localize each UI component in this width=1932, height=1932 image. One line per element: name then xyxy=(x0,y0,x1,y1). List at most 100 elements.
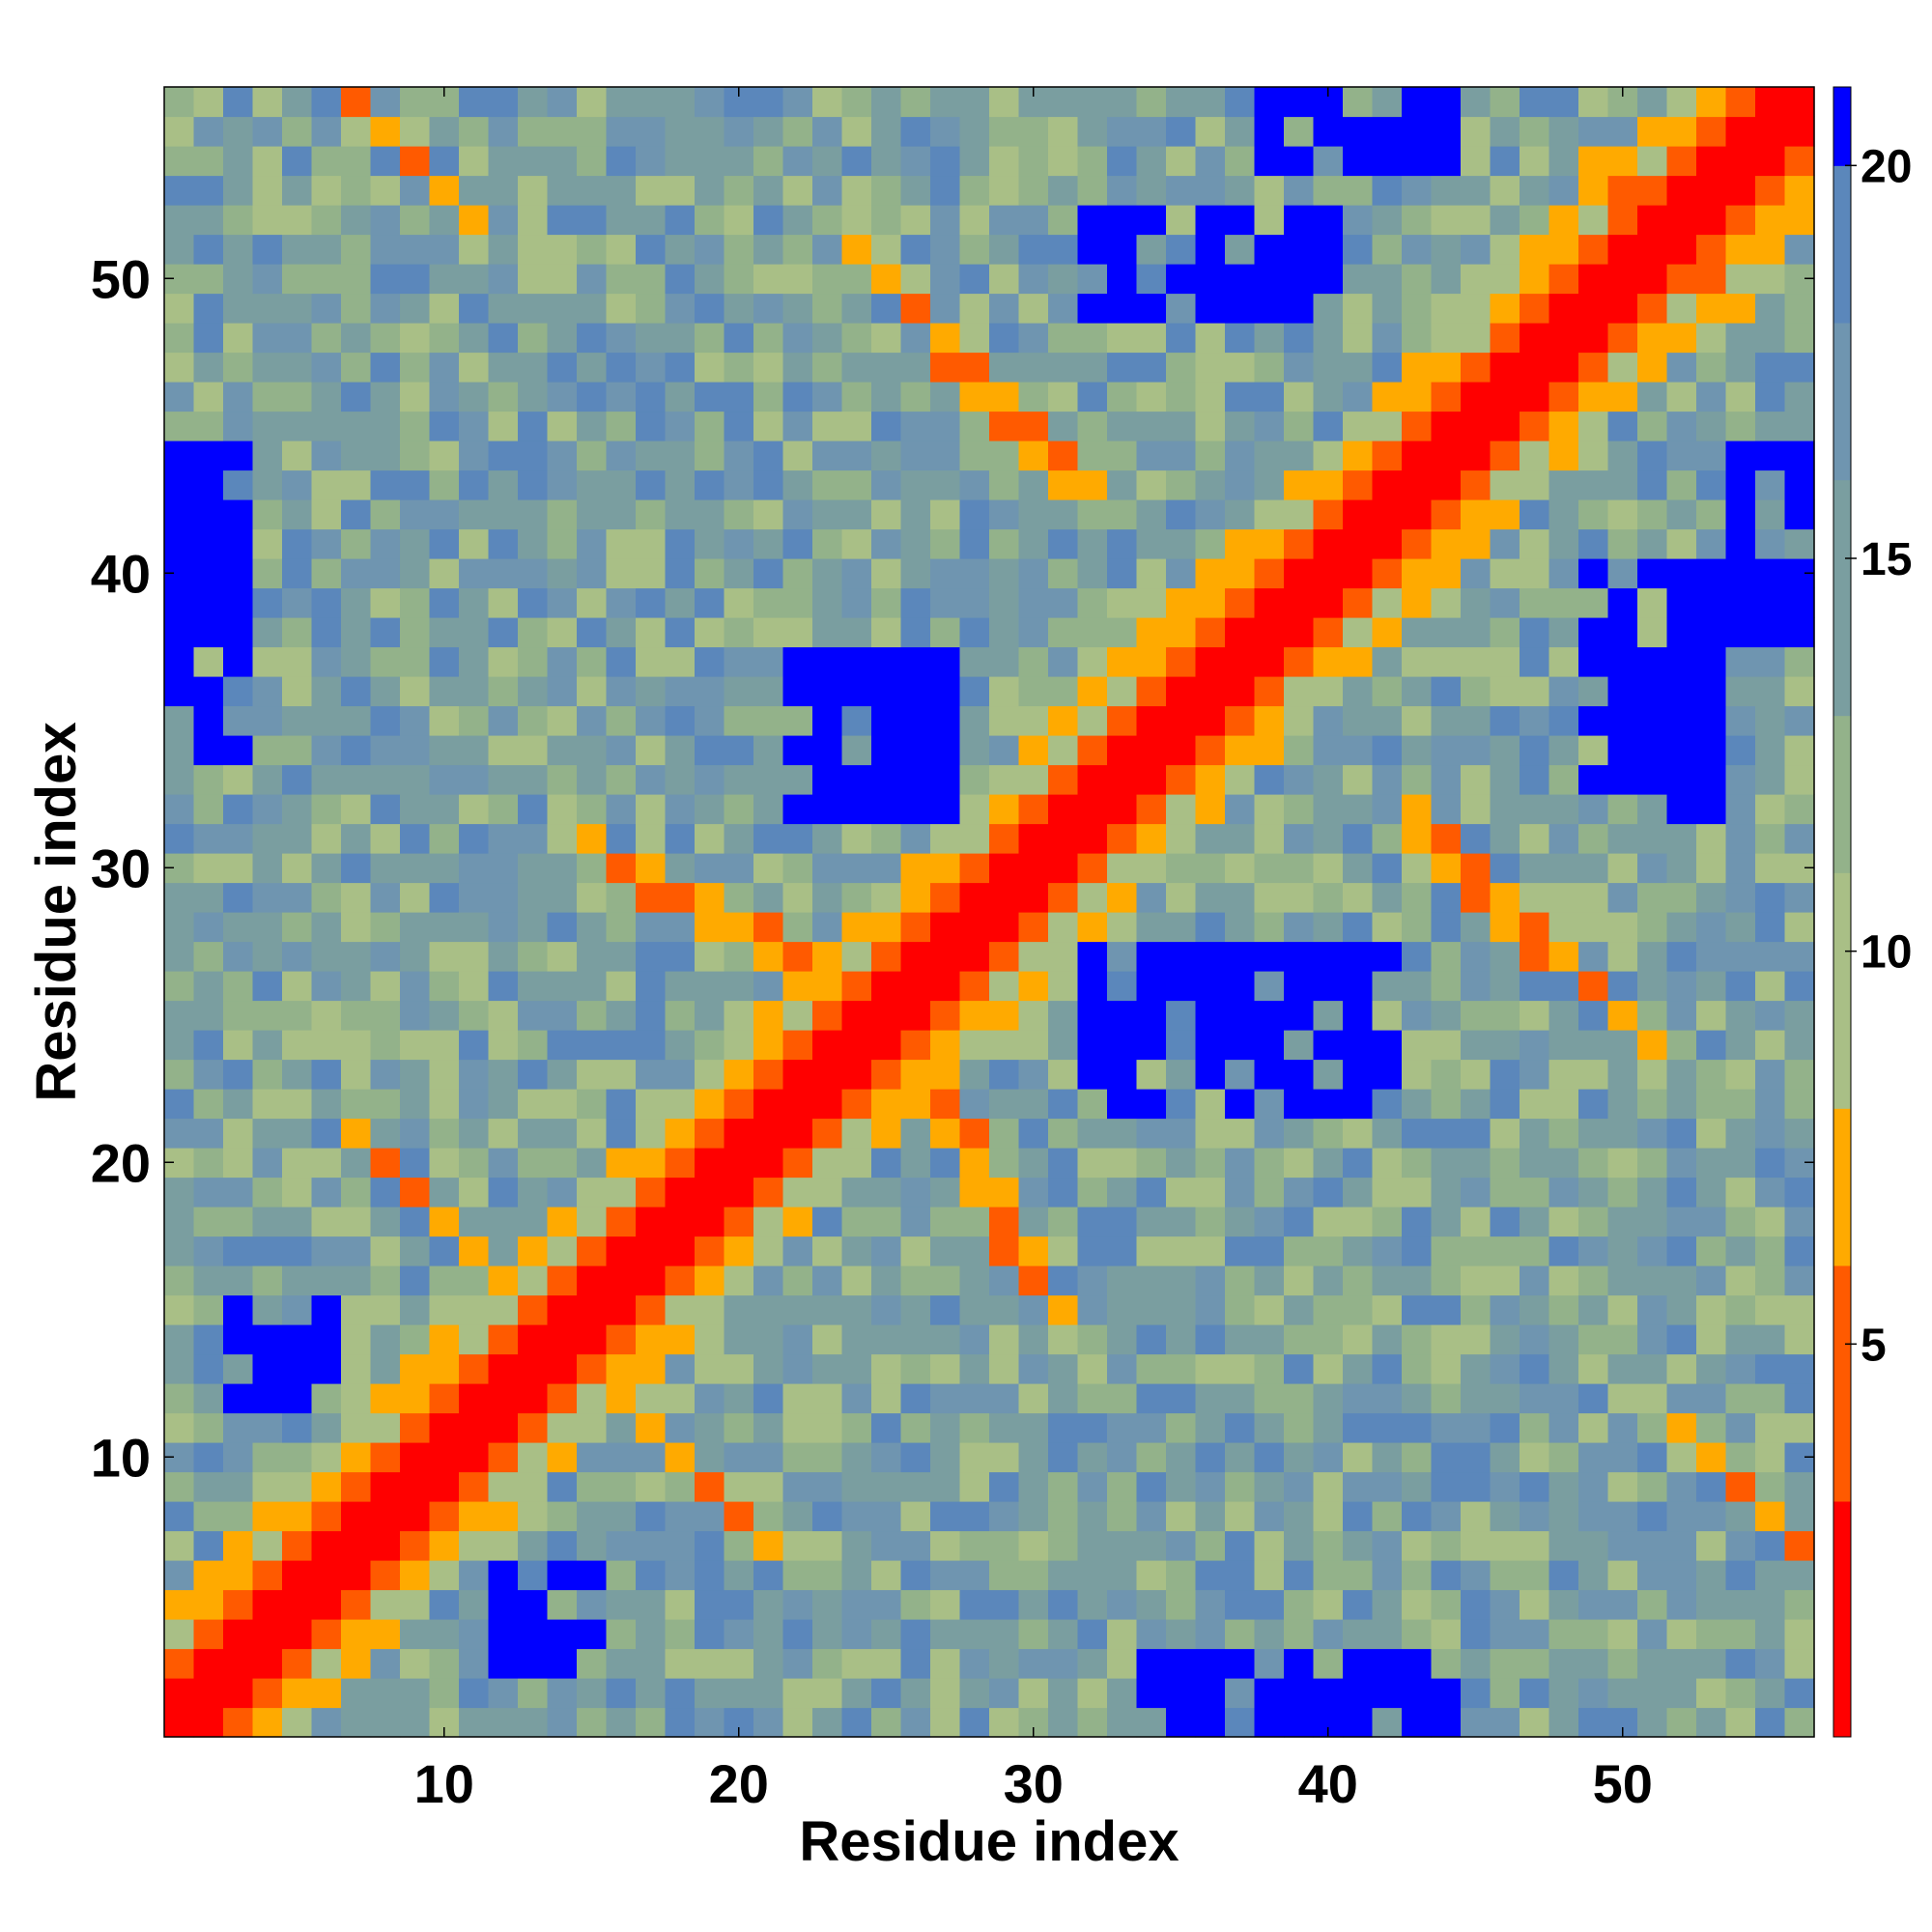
heatmap-cell xyxy=(459,205,490,236)
y-tick-label: 30 xyxy=(91,838,151,898)
heatmap-cell xyxy=(1666,1648,1697,1679)
heatmap-cell xyxy=(370,352,401,383)
heatmap-cell xyxy=(1225,1118,1256,1149)
heatmap-cell xyxy=(1607,440,1638,471)
heatmap-cell xyxy=(488,617,519,648)
heatmap-cell xyxy=(459,1530,490,1561)
heatmap-cell xyxy=(1254,823,1285,854)
heatmap-cell xyxy=(459,1177,490,1208)
heatmap-cell xyxy=(1254,293,1285,324)
heatmap-cell xyxy=(1166,469,1197,500)
heatmap-cell xyxy=(252,264,283,295)
heatmap-cell xyxy=(1107,1471,1138,1502)
heatmap-cell xyxy=(1637,1000,1668,1031)
heatmap-cell xyxy=(1166,1619,1197,1650)
heatmap-cell xyxy=(1490,1412,1520,1443)
heatmap-cell xyxy=(1195,234,1226,265)
heatmap-cell xyxy=(1461,1294,1492,1325)
heatmap-cell xyxy=(1725,941,1756,972)
heatmap-cell xyxy=(1607,264,1638,295)
heatmap-cell xyxy=(341,676,372,707)
heatmap-cell xyxy=(518,1619,549,1650)
heatmap-cell xyxy=(1107,116,1138,147)
heatmap-cell xyxy=(341,234,372,265)
heatmap-cell xyxy=(429,646,460,677)
heatmap-cell xyxy=(429,941,460,972)
heatmap-cell xyxy=(1136,323,1167,354)
heatmap-cell xyxy=(577,499,608,530)
heatmap-cell xyxy=(753,971,784,1002)
heatmap-cell xyxy=(1372,1442,1403,1473)
heatmap-cell xyxy=(695,1589,725,1620)
heatmap-cell xyxy=(959,1678,990,1709)
heatmap-cell xyxy=(1755,528,1786,559)
heatmap-cell xyxy=(1637,1118,1668,1149)
heatmap-cell xyxy=(959,1412,990,1443)
heatmap-cell xyxy=(871,1118,902,1149)
heatmap-cell xyxy=(1225,882,1256,913)
heatmap-cell xyxy=(1166,1353,1197,1384)
heatmap-cell xyxy=(1048,794,1079,825)
heatmap-cell xyxy=(1107,323,1138,354)
heatmap-cell xyxy=(1048,1589,1079,1620)
heatmap-cell xyxy=(1431,146,1462,177)
heatmap-cell xyxy=(223,175,254,206)
heatmap-cell xyxy=(488,941,519,972)
heatmap-cell xyxy=(930,1412,961,1443)
heatmap-cell xyxy=(459,175,490,206)
heatmap-cell xyxy=(488,646,519,677)
heatmap-cell xyxy=(429,499,460,530)
heatmap-cell xyxy=(223,116,254,147)
heatmap-cell xyxy=(1018,1030,1049,1061)
heatmap-cell xyxy=(164,528,195,559)
heatmap-cell xyxy=(1607,146,1638,177)
heatmap-cell xyxy=(1195,1589,1226,1620)
heatmap-cell xyxy=(1607,323,1638,354)
heatmap-cell xyxy=(1548,234,1579,265)
heatmap-cell xyxy=(989,1324,1020,1355)
heatmap-cell xyxy=(400,411,431,441)
y-axis-label: Residue index xyxy=(25,722,88,1101)
heatmap-cell xyxy=(959,971,990,1002)
heatmap-cell xyxy=(1254,234,1285,265)
heatmap-cell xyxy=(1166,1648,1197,1679)
heatmap-cell xyxy=(1077,646,1108,677)
heatmap-cell xyxy=(1696,735,1727,766)
heatmap-cell xyxy=(1520,1383,1550,1414)
heatmap-cell xyxy=(1343,1442,1374,1473)
heatmap-cell xyxy=(1313,175,1344,206)
heatmap-cell xyxy=(724,1236,754,1266)
heatmap-cell xyxy=(871,1207,902,1237)
heatmap-cell xyxy=(282,205,313,236)
heatmap-cell xyxy=(1343,1589,1374,1620)
heatmap-cell xyxy=(959,1589,990,1620)
heatmap-cell xyxy=(1431,1118,1462,1149)
heatmap-cell xyxy=(1637,1383,1668,1414)
heatmap-cell xyxy=(1431,1619,1462,1650)
heatmap-cell xyxy=(1254,1589,1285,1620)
heatmap-cell xyxy=(370,1324,401,1355)
heatmap-cell xyxy=(400,1236,431,1266)
heatmap-cell xyxy=(1136,293,1167,324)
heatmap-cell xyxy=(1784,764,1815,795)
heatmap-cell xyxy=(1666,1118,1697,1149)
x-tick-label: 30 xyxy=(1004,1753,1064,1814)
heatmap-cell xyxy=(782,587,813,618)
heatmap-cell xyxy=(547,1059,578,1090)
heatmap-cell xyxy=(1284,1560,1315,1591)
heatmap-cell xyxy=(1136,617,1167,648)
heatmap-cell xyxy=(1666,1589,1697,1620)
heatmap-cell xyxy=(871,646,902,677)
heatmap-cell xyxy=(1666,1294,1697,1325)
heatmap-cell xyxy=(1107,1648,1138,1679)
heatmap-cell xyxy=(1077,823,1108,854)
heatmap-cell xyxy=(1254,382,1285,412)
heatmap-cell xyxy=(812,1236,843,1266)
heatmap-cell xyxy=(753,1530,784,1561)
heatmap-cell xyxy=(841,941,872,972)
heatmap-cell xyxy=(1755,1236,1786,1266)
heatmap-cell xyxy=(1195,882,1226,913)
heatmap-cell xyxy=(459,646,490,677)
heatmap-cell xyxy=(724,323,754,354)
heatmap-cell xyxy=(1225,499,1256,530)
